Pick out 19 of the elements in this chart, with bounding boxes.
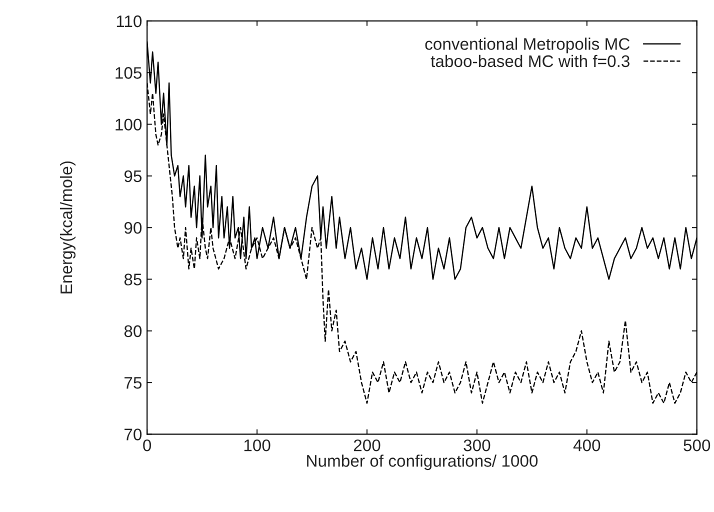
y-tick-label: 80 xyxy=(124,325,142,338)
x-tick-label: 100 xyxy=(244,439,270,452)
y-tick-label: 110 xyxy=(116,15,142,28)
y-tick-label: 85 xyxy=(124,274,142,286)
x-tick-label: 400 xyxy=(573,439,600,452)
y-tick-label: 100 xyxy=(116,118,142,130)
x-tick-label: 300 xyxy=(464,439,490,452)
y-tick-label: 75 xyxy=(124,377,142,389)
x-tick-label: 200 xyxy=(354,439,380,452)
x-axis-title: Number of configurations/ 1000 xyxy=(307,454,538,470)
x-tick-label: 0 xyxy=(143,439,152,452)
y-tick-label: 95 xyxy=(124,170,142,182)
legend-label: taboo-based MC with f=0.3 xyxy=(430,54,630,68)
x-tick-label: 500 xyxy=(684,439,710,452)
y-tick-label: 90 xyxy=(124,222,142,234)
legend-label: conventional Metropolis MC xyxy=(425,38,630,54)
y-axis-title: Energy(kcal/mole) xyxy=(60,161,76,294)
y-tick-label: 70 xyxy=(124,428,142,440)
y-tick-label: 105 xyxy=(116,67,142,79)
